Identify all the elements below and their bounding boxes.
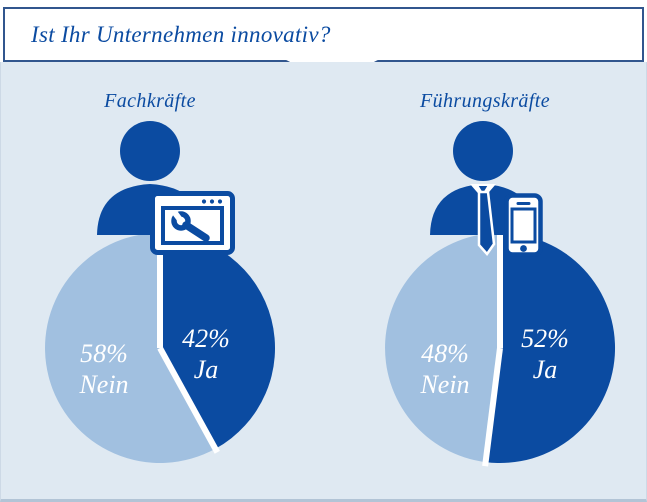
phone-screen	[510, 207, 537, 244]
phone-home-button	[520, 245, 527, 252]
pie-separator	[157, 346, 220, 454]
pie-label-nein: Nein	[78, 370, 128, 399]
wrench-icon	[171, 211, 210, 242]
pie-label-nein: Nein	[419, 370, 469, 399]
browser-dot	[217, 199, 223, 204]
tie-knot	[475, 184, 491, 197]
browser-window-icon	[150, 191, 235, 255]
wrench-notch	[172, 211, 184, 223]
person-head	[120, 121, 180, 181]
question-banner: Ist Ihr Unternehmen innovativ?	[3, 7, 644, 62]
pie-slice-ja	[485, 233, 616, 463]
pie-slice-nein	[385, 233, 500, 463]
person-with-browser-wrench-icon	[97, 121, 235, 255]
pie-label-nein-pct: 48%	[421, 339, 469, 368]
wrench-head	[171, 211, 191, 231]
pie-chart-fachkraefte: 42% Ja 58% Nein	[45, 229, 276, 463]
browser-dot	[201, 199, 207, 204]
column-header-fachkraefte: Fachkräfte	[104, 90, 196, 112]
pie-slice-nein	[45, 233, 216, 463]
smartphone-icon	[504, 193, 543, 257]
pie-label-ja: Ja	[194, 355, 219, 384]
pie-separator	[482, 347, 503, 467]
wrench-handle	[182, 221, 210, 242]
pie-chart-fuehrungskraefte: 52% Ja 48% Nein	[385, 229, 616, 467]
tie	[477, 190, 496, 257]
browser-dot	[209, 199, 215, 204]
pie-label-ja-pct: 52%	[521, 324, 569, 353]
pie-label-ja: Ja	[533, 355, 558, 384]
page-title: Ist Ihr Unternehmen innovativ?	[31, 21, 331, 47]
column-header-fuehrungskraefte: Führungskräfte	[419, 90, 551, 112]
person-with-smartphone-icon	[430, 121, 543, 257]
pie-label-ja-pct: 42%	[182, 324, 230, 353]
person-head	[453, 121, 513, 181]
pie-label-nein-pct: 58%	[80, 339, 128, 368]
